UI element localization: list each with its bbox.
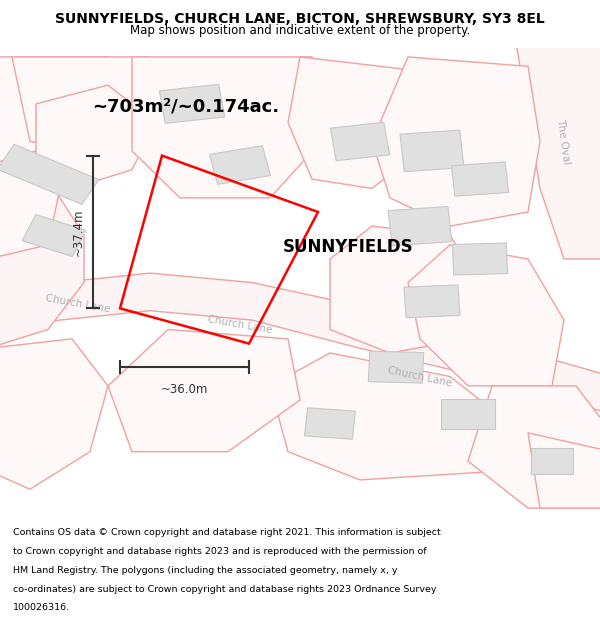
Text: to Crown copyright and database rights 2023 and is reproduced with the permissio: to Crown copyright and database rights 2… [13, 547, 427, 556]
Polygon shape [22, 214, 86, 256]
Text: ~703m²/~0.174ac.: ~703m²/~0.174ac. [92, 98, 280, 115]
Text: co-ordinates) are subject to Crown copyright and database rights 2023 Ordnance S: co-ordinates) are subject to Crown copyr… [13, 585, 437, 594]
Text: HM Land Registry. The polygons (including the associated geometry, namely x, y: HM Land Registry. The polygons (includin… [13, 566, 398, 575]
Text: SUNNYFIELDS, CHURCH LANE, BICTON, SHREWSBURY, SY3 8EL: SUNNYFIELDS, CHURCH LANE, BICTON, SHREWS… [55, 12, 545, 26]
Polygon shape [441, 399, 495, 429]
Polygon shape [288, 57, 432, 189]
Polygon shape [12, 57, 180, 151]
Polygon shape [132, 57, 330, 198]
Polygon shape [451, 162, 509, 196]
Text: ~36.0m: ~36.0m [161, 383, 208, 396]
Polygon shape [0, 151, 60, 259]
Text: Map shows position and indicative extent of the property.: Map shows position and indicative extent… [130, 24, 470, 37]
Polygon shape [404, 285, 460, 318]
Polygon shape [160, 84, 224, 124]
Polygon shape [0, 57, 132, 198]
Polygon shape [372, 57, 540, 226]
Text: The Oval: The Oval [554, 118, 571, 165]
Polygon shape [108, 329, 300, 452]
Polygon shape [0, 339, 108, 489]
Polygon shape [516, 42, 600, 259]
Polygon shape [408, 245, 564, 386]
Text: 100026316.: 100026316. [13, 604, 70, 612]
Text: Church Lane: Church Lane [45, 293, 111, 314]
Polygon shape [0, 179, 84, 348]
Polygon shape [36, 85, 156, 189]
Polygon shape [330, 226, 480, 353]
Text: SUNNYFIELDS: SUNNYFIELDS [283, 238, 413, 256]
Polygon shape [305, 408, 355, 439]
Text: Church Lane: Church Lane [387, 365, 453, 388]
Text: Contains OS data © Crown copyright and database right 2021. This information is : Contains OS data © Crown copyright and d… [13, 528, 441, 538]
Polygon shape [468, 386, 600, 508]
Polygon shape [400, 130, 464, 172]
Text: ~37.4m: ~37.4m [71, 208, 85, 256]
Polygon shape [452, 243, 508, 275]
Polygon shape [0, 273, 600, 414]
Polygon shape [0, 144, 99, 204]
Polygon shape [528, 433, 600, 508]
Polygon shape [270, 353, 510, 480]
Polygon shape [331, 122, 389, 161]
Polygon shape [368, 351, 424, 383]
Text: Church Lane: Church Lane [207, 314, 273, 336]
Polygon shape [209, 146, 271, 184]
Polygon shape [388, 206, 452, 246]
Polygon shape [531, 448, 573, 474]
